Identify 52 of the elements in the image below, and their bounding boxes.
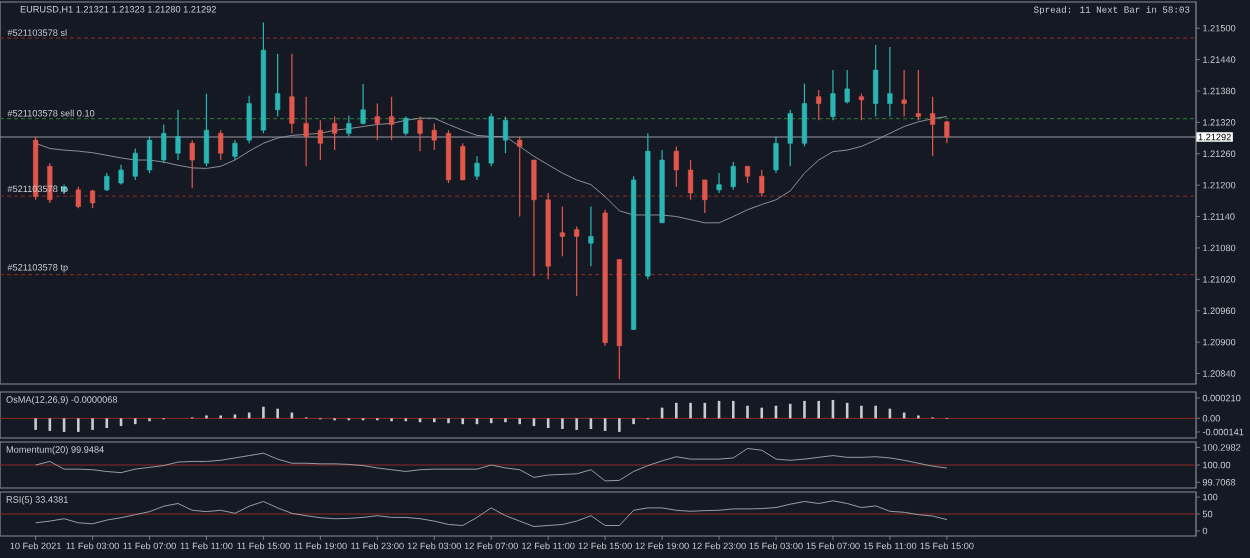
candlestick	[346, 114, 352, 138]
candlestick	[374, 102, 380, 141]
candlestick	[687, 159, 694, 201]
candlestick	[246, 95, 252, 144]
candlestick	[203, 92, 210, 167]
candlestick	[403, 116, 409, 137]
candlestick	[460, 142, 466, 181]
candlestick	[175, 109, 181, 161]
candlestick	[146, 135, 153, 174]
candlestick	[702, 179, 708, 214]
candlestick	[759, 169, 765, 198]
candlestick	[474, 155, 480, 181]
candlestick	[588, 206, 594, 267]
candlestick	[218, 129, 224, 161]
candlestick	[887, 46, 893, 118]
candlestick	[189, 139, 195, 189]
candlestick	[388, 96, 395, 141]
candlestick	[559, 206, 565, 257]
candlestick	[858, 92, 864, 121]
candlestick	[787, 109, 793, 167]
candlestick	[930, 96, 936, 157]
candlestick	[816, 89, 822, 121]
candlestick	[360, 83, 366, 126]
candlestick	[901, 69, 907, 118]
candlestick	[332, 116, 338, 151]
candlestick	[161, 123, 167, 164]
candlestick	[517, 135, 523, 218]
candlestick	[844, 69, 850, 105]
candlestick	[317, 119, 323, 161]
candlestick	[502, 116, 509, 154]
candlestick	[118, 164, 124, 186]
candlestick	[232, 139, 238, 161]
candlestick	[531, 159, 537, 277]
candlestick	[431, 122, 437, 151]
candlestick	[574, 225, 580, 297]
candlestick	[289, 53, 295, 134]
candlestick	[488, 112, 494, 167]
candlestick	[303, 96, 309, 167]
candlestick	[716, 172, 722, 194]
candlestick	[915, 69, 921, 121]
candlestick	[673, 145, 679, 188]
line-series	[35, 500, 948, 528]
candlestick	[275, 53, 281, 118]
candlestick	[75, 186, 81, 209]
candlestick	[801, 83, 808, 148]
candlestick	[417, 116, 423, 152]
candlestick	[132, 147, 138, 181]
candlestick	[730, 161, 736, 191]
candlestick	[445, 129, 452, 184]
candlestick	[873, 44, 879, 118]
candlestick	[830, 69, 836, 121]
candlestick	[773, 135, 779, 174]
